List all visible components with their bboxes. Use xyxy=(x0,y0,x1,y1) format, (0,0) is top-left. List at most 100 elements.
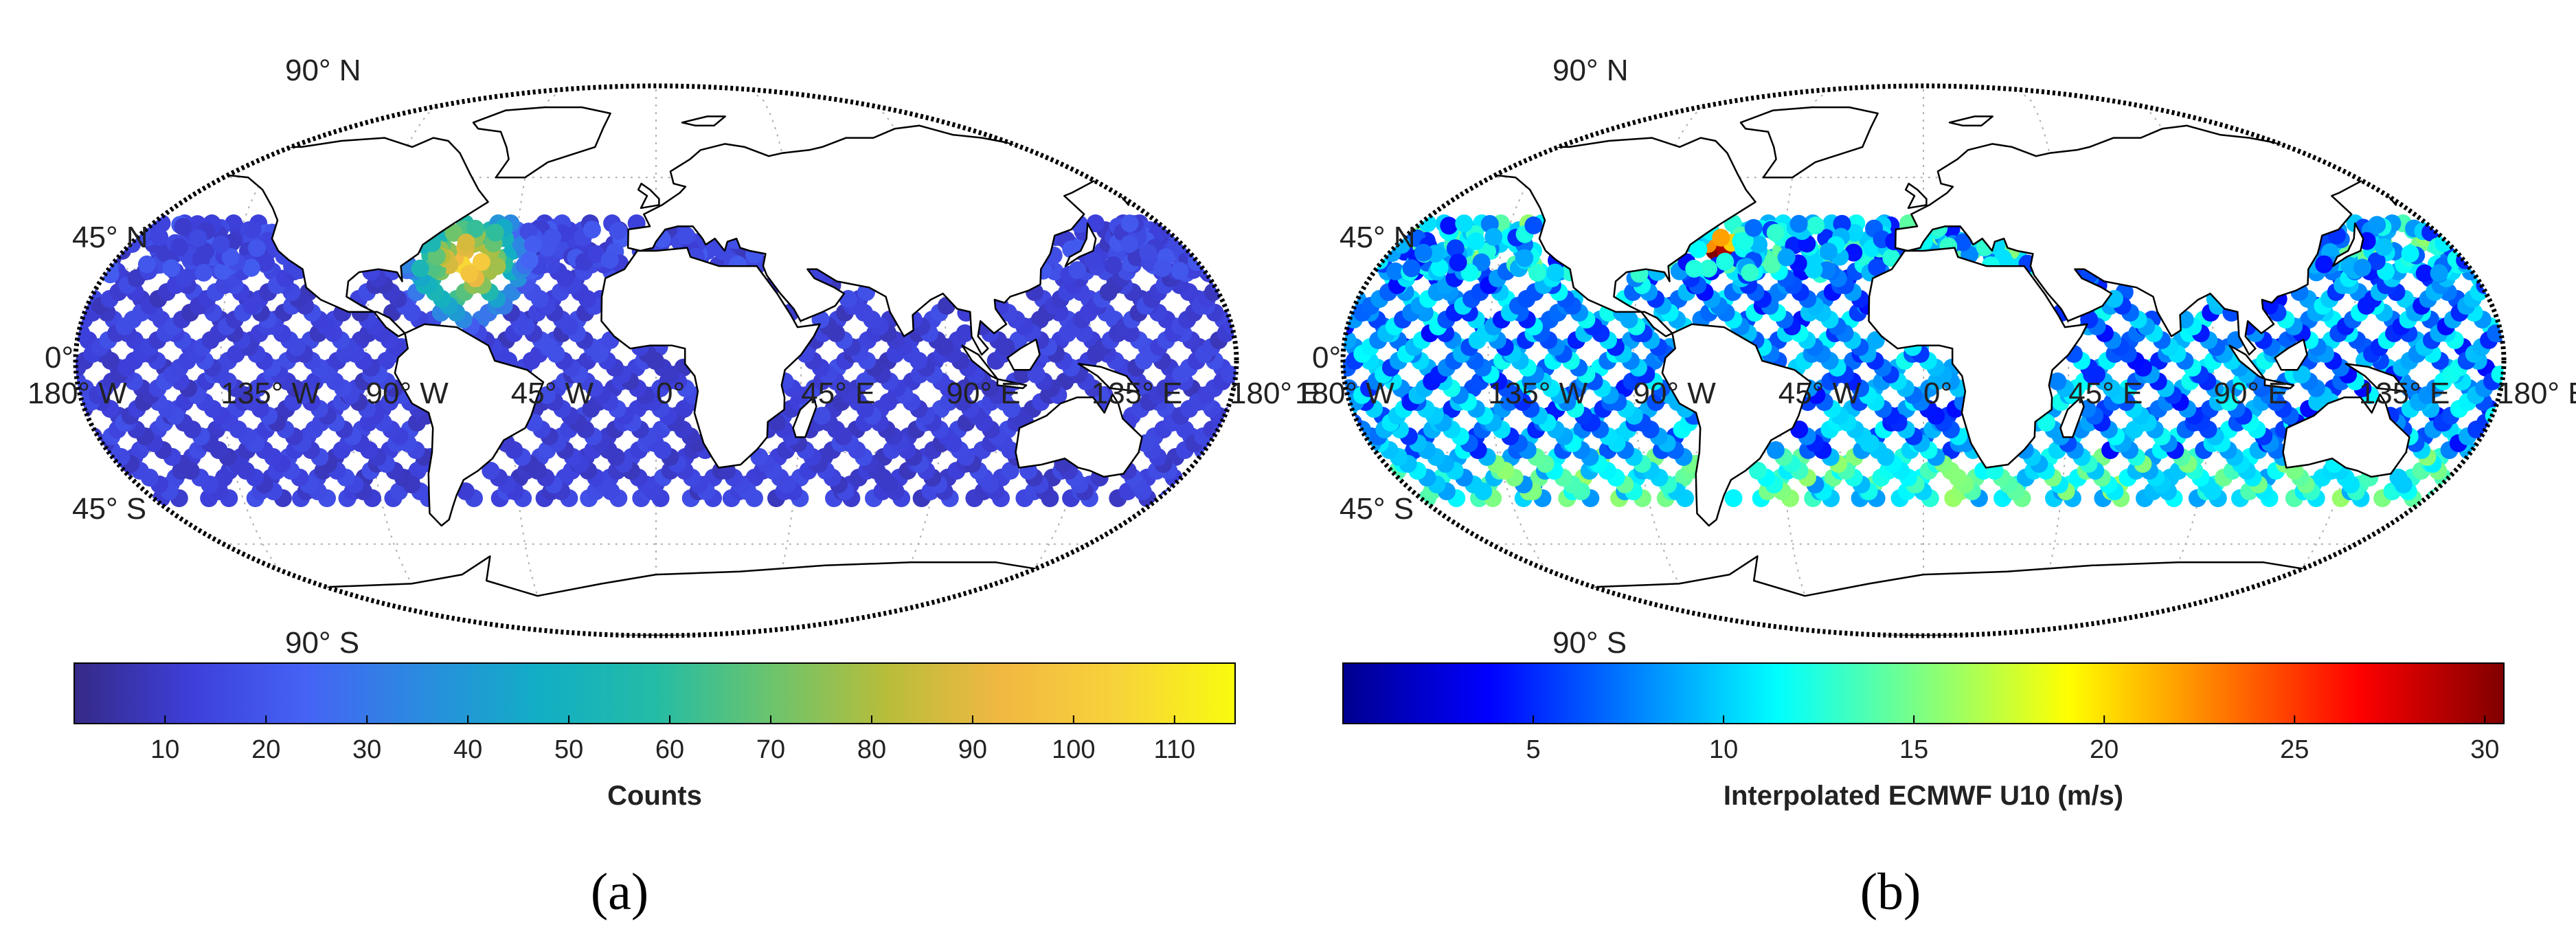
track-point xyxy=(1528,263,1546,282)
longitude-label: 45° E xyxy=(801,377,875,410)
track-point xyxy=(196,242,215,260)
track-point xyxy=(1175,214,1194,232)
track-point xyxy=(587,245,605,263)
longitude-label: 45° W xyxy=(511,377,594,410)
track-point xyxy=(2491,366,2504,383)
landmass xyxy=(2263,378,2295,390)
landmass xyxy=(2331,222,2364,267)
longitude-label: 135° E xyxy=(2359,377,2450,410)
track-point xyxy=(2449,228,2467,247)
track-point xyxy=(472,253,490,271)
track-point xyxy=(1210,276,1228,294)
track-point xyxy=(1699,259,1717,278)
track-point xyxy=(460,265,479,283)
track-point xyxy=(1845,223,1864,242)
latitude-label-s90: 90° S xyxy=(285,626,359,660)
track-point xyxy=(1352,448,1370,466)
colorbar-tick-label: 90 xyxy=(958,735,987,764)
meridian-line xyxy=(220,86,387,636)
track-point xyxy=(1750,235,1767,254)
track-point xyxy=(1359,256,1378,273)
track-point xyxy=(1360,469,1379,487)
track-point xyxy=(1068,261,1087,280)
meridian-line xyxy=(835,86,947,636)
track-point xyxy=(83,261,102,280)
panel-a-counts-map: 90° N 45° N 0° 45° S 90° S 180° W 135° W 90° W… xyxy=(27,54,1321,811)
track-point xyxy=(486,223,504,242)
panel-b-map xyxy=(1340,83,2507,638)
panel-b-wind-map: 90° N 45° N 0° 45° S 90° S 180° W 135° W 90° W… xyxy=(1295,54,2576,811)
track-point xyxy=(2487,324,2504,342)
meridian-line xyxy=(2193,86,2360,636)
panel-a-latitude-labels: 90° N 45° N 0° 45° S 90° S xyxy=(45,54,361,660)
colorbar-tick-label: 40 xyxy=(453,735,482,764)
longitude-label: 45° E xyxy=(2068,377,2143,410)
track-point xyxy=(2466,228,2485,246)
track-point xyxy=(411,259,429,278)
track-point xyxy=(1749,462,1767,480)
track-point xyxy=(1120,235,1138,254)
colorbar-tick-label: 50 xyxy=(554,735,583,764)
track-point xyxy=(1954,233,1972,252)
track-point xyxy=(1546,263,1564,282)
track-point xyxy=(1343,331,1357,349)
track-point xyxy=(1805,260,1823,279)
landmass xyxy=(1077,363,1140,392)
track-point xyxy=(2375,238,2393,256)
latitude-label-eq: 0° xyxy=(1312,341,1341,375)
track-point xyxy=(1194,219,1212,238)
longitude-label: 180° E xyxy=(2497,377,2576,410)
longitude-label: 180° W xyxy=(1295,377,1394,410)
track-point xyxy=(85,448,104,466)
track-points xyxy=(76,214,1236,507)
track-point xyxy=(248,239,266,258)
track-point xyxy=(520,252,539,270)
landmass xyxy=(626,124,1172,356)
track-point xyxy=(583,221,601,239)
track-point xyxy=(2476,455,2494,473)
track-point xyxy=(2470,455,2488,473)
landmass xyxy=(961,344,999,380)
track-point xyxy=(1515,249,1534,267)
landmass xyxy=(600,247,821,469)
track-point xyxy=(466,219,484,238)
colorbar-tick-label: 30 xyxy=(2470,735,2499,764)
landmass xyxy=(2228,344,2266,380)
track-point xyxy=(1446,239,1465,258)
latitude-label-n45: 45° N xyxy=(1340,221,1416,254)
panel-b-latitude-labels: 90° N 45° N 0° 45° S 90° S xyxy=(1312,54,1629,660)
track-point xyxy=(194,263,213,282)
track-point xyxy=(2448,489,2466,507)
longitude-label: 90° E xyxy=(947,377,1021,410)
track-point xyxy=(1524,216,1543,234)
track-point xyxy=(482,462,500,480)
coastlines xyxy=(175,106,1211,636)
track-point xyxy=(242,258,260,277)
track-point xyxy=(1196,228,1214,246)
track-point xyxy=(1351,263,1368,280)
track-point xyxy=(150,228,169,247)
track-point xyxy=(1440,216,1458,235)
track-point xyxy=(1472,253,1491,271)
longitude-label: 180° E xyxy=(1230,377,1321,410)
landmass xyxy=(1006,338,1041,371)
track-point xyxy=(1685,260,1704,278)
landmass xyxy=(1868,247,2088,469)
track-point xyxy=(1484,227,1503,246)
track-point xyxy=(1712,228,1730,247)
colorbar-tick-label: 15 xyxy=(1899,735,1928,764)
latitude-label-n45: 45° N xyxy=(72,221,148,254)
track-point xyxy=(1139,244,1157,263)
track-point xyxy=(1104,256,1122,275)
landmass xyxy=(2274,338,2308,371)
track-point xyxy=(2474,254,2492,272)
meridian-line xyxy=(1487,86,1654,636)
landmass xyxy=(1948,115,1993,127)
track-point xyxy=(1844,243,1863,262)
track-point xyxy=(2465,214,2483,233)
track-point xyxy=(1199,462,1217,480)
track-point xyxy=(85,462,104,480)
track-point xyxy=(1766,441,1785,459)
track-point xyxy=(1449,254,1467,271)
